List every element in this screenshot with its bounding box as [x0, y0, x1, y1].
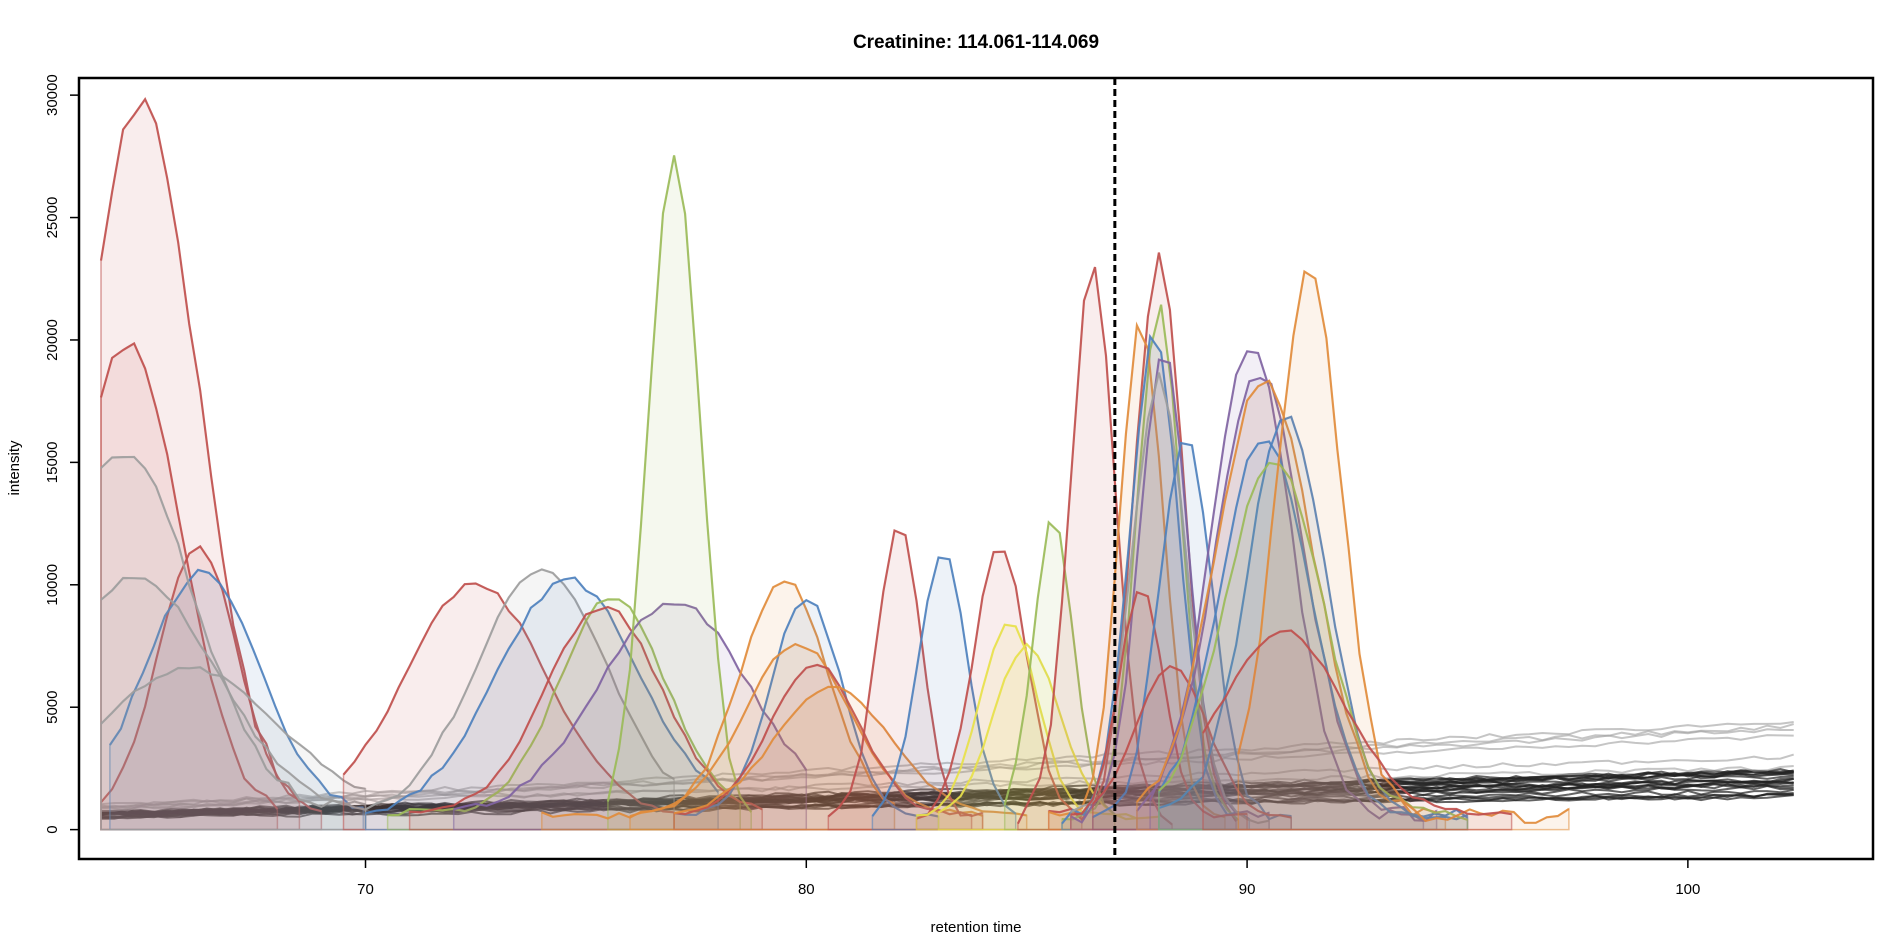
peak-series: [606, 155, 753, 831]
y-tick-label: 0: [44, 825, 61, 833]
y-tick-label: 10000: [44, 564, 61, 606]
peak-line: [937, 642, 1159, 820]
x-tick-label: 100: [1675, 881, 1700, 898]
x-tick-label: 70: [357, 881, 374, 898]
peak-series: [99, 96, 301, 831]
peak-series: [541, 580, 896, 831]
peak-line: [99, 341, 279, 810]
peak-line: [606, 155, 753, 813]
peak-series: [1070, 590, 1248, 831]
y-axis: 0 5000 10000 15000 20000 25000 30000: [44, 74, 79, 834]
baseline-trace: [100, 721, 1794, 809]
peak-line: [364, 568, 675, 811]
peak-line: [1048, 321, 1226, 819]
peak-line: [1157, 440, 1469, 819]
plot-frame: [77, 76, 1875, 861]
peak-series: [1158, 415, 1469, 831]
peak-line: [453, 602, 808, 811]
y-tick-label: 20000: [44, 319, 61, 361]
peak-line: [1158, 415, 1468, 821]
peak-line: [1070, 590, 1248, 819]
peak-line: [365, 576, 719, 815]
peak-series: [827, 528, 973, 831]
peak-series: [386, 598, 741, 831]
peak-line: [100, 544, 322, 813]
peak-line: [1048, 252, 1238, 822]
peak-series: [1157, 440, 1469, 831]
peak-line: [1092, 441, 1292, 821]
x-axis: 70 80 90 100: [357, 859, 1700, 898]
y-axis-label: intensity: [6, 440, 23, 496]
peak-series: [364, 568, 675, 831]
peak-line: [409, 605, 763, 814]
chart-title: Creatinine: 114.061-114.069: [853, 32, 1099, 53]
peak-series: [100, 576, 367, 831]
peak-series: [673, 685, 1028, 831]
peak-series: [1202, 629, 1513, 831]
peak-line: [827, 528, 972, 818]
peak-line: [871, 556, 1017, 817]
peak-line: [1158, 461, 1468, 821]
series-layer: [99, 96, 1794, 831]
peak-line: [541, 580, 895, 820]
peak-line: [1016, 266, 1173, 826]
peak-series: [1092, 441, 1292, 831]
y-tick-label: 25000: [44, 197, 61, 239]
peak-series: [342, 582, 675, 831]
peak-series: [1158, 461, 1469, 831]
peak-series: [1016, 266, 1173, 831]
peak-line: [673, 685, 1027, 817]
peak-series: [100, 544, 323, 831]
peak-line: [100, 666, 366, 790]
peak-line: [99, 96, 301, 803]
peak-line: [1237, 269, 1570, 824]
peak-line: [100, 576, 366, 806]
y-tick-label: 5000: [44, 691, 61, 724]
peak-line: [1091, 664, 1292, 819]
peak-line: [108, 568, 364, 809]
peak-series: [871, 556, 1017, 831]
x-tick-label: 90: [1239, 881, 1256, 898]
baseline-trace: [100, 775, 1794, 814]
peak-line: [1136, 379, 1446, 818]
peak-line: [916, 550, 1083, 820]
peak-series: [673, 598, 940, 831]
peak-line: [1202, 629, 1512, 816]
peak-line: [100, 455, 366, 811]
baseline-trace: [100, 723, 1794, 812]
peak-line: [1061, 304, 1240, 821]
peak-series: [100, 666, 367, 831]
peak-series: [1237, 269, 1570, 831]
peak-series: [408, 605, 763, 831]
peak-series: [108, 568, 365, 831]
peak-line: [629, 642, 983, 818]
peak-line: [673, 598, 939, 818]
y-tick-label: 15000: [44, 442, 61, 484]
x-axis-label: retention time: [931, 919, 1022, 936]
peak-series: [364, 576, 719, 831]
peak-line: [342, 582, 675, 814]
x-tick-label: 80: [798, 881, 815, 898]
peak-series: [1091, 664, 1292, 831]
peak-line: [387, 598, 741, 817]
y-tick-label: 30000: [44, 74, 61, 116]
